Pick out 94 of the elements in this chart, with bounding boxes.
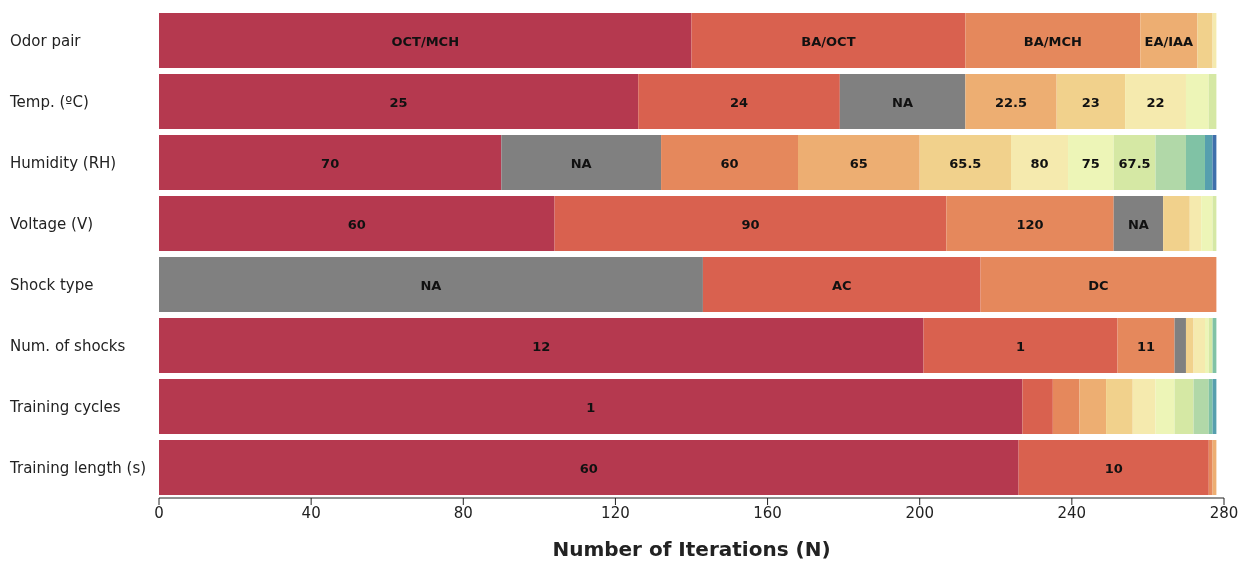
- x-tick-label: 0: [154, 503, 164, 522]
- bar: [1056, 74, 1126, 129]
- annotation: NA: [420, 277, 442, 293]
- x-tick-label: 200: [905, 503, 935, 522]
- bar: [919, 135, 1011, 190]
- y-tick-label: Humidity (RH): [10, 153, 117, 172]
- annotation: NA: [892, 94, 914, 110]
- annotation: 65: [849, 155, 868, 171]
- bar: [159, 13, 692, 68]
- bar: [965, 13, 1141, 68]
- annotation: 70: [321, 155, 340, 171]
- x-tick-label: 160: [753, 503, 782, 522]
- bar: [638, 74, 840, 129]
- annotation: 120: [1016, 216, 1044, 232]
- annotation: 60: [579, 460, 598, 476]
- x-tick-label: 280: [1209, 503, 1239, 522]
- bar: [1208, 74, 1217, 129]
- bar: [159, 74, 639, 129]
- bar: [1174, 379, 1194, 434]
- y-tick-label: Training length (s): [9, 458, 147, 477]
- bar: [1079, 379, 1107, 434]
- bar: [1185, 318, 1194, 373]
- bar: [798, 135, 920, 190]
- annotation: 90: [741, 216, 760, 232]
- bar: [159, 318, 924, 373]
- y-tick-label: Odor pair: [10, 31, 82, 50]
- annotation: 11: [1136, 338, 1156, 354]
- annotation: 67.5: [1118, 155, 1151, 171]
- annotation: 23: [1081, 94, 1100, 110]
- annotation: 25: [389, 94, 408, 110]
- annotation: 10: [1104, 460, 1123, 476]
- bar: [661, 135, 798, 190]
- bar: [1197, 13, 1213, 68]
- annotation: OCT/MCH: [391, 33, 460, 49]
- annotation: 75: [1081, 155, 1100, 171]
- annotation: 1: [586, 399, 596, 415]
- bar: [702, 257, 981, 312]
- bar: [1106, 379, 1133, 434]
- y-tick-label: Training cycles: [9, 397, 121, 416]
- annotation: 1: [1015, 338, 1026, 354]
- bar: [159, 135, 502, 190]
- bar: [501, 135, 662, 190]
- bar: [159, 440, 1019, 495]
- y-tick-label: Num. of shocks: [10, 336, 126, 355]
- bar: [1022, 379, 1053, 434]
- annotation: 60: [347, 216, 366, 232]
- bar: [1193, 318, 1205, 373]
- annotation: 22: [1146, 94, 1165, 110]
- bar: [1193, 379, 1209, 434]
- bar: [1113, 135, 1156, 190]
- bar: [1018, 440, 1209, 495]
- bar: [159, 257, 703, 312]
- annotation: 65.5: [949, 155, 982, 171]
- y-tick-label: Temp. (ºC): [9, 92, 89, 111]
- annotation: 24: [730, 94, 749, 110]
- annotation: BA/MCH: [1023, 33, 1082, 49]
- x-tick-label: 240: [1057, 503, 1087, 522]
- annotation: NA: [1127, 216, 1149, 232]
- bar: [691, 13, 966, 68]
- x-tick-label: 120: [601, 503, 630, 522]
- bar: [1155, 135, 1186, 190]
- y-tick-label: Voltage (V): [10, 214, 93, 233]
- bar: [1204, 135, 1213, 190]
- bar: [965, 74, 1057, 129]
- bar: [1208, 440, 1213, 495]
- bar: [1208, 318, 1213, 373]
- bar: [554, 196, 947, 251]
- bar: [1163, 196, 1190, 251]
- bar: [1113, 196, 1164, 251]
- bar: [1117, 318, 1175, 373]
- y-tick-label: Shock type: [10, 275, 94, 294]
- annotation: 12: [532, 338, 551, 354]
- bar: [1052, 379, 1080, 434]
- annotation: 60: [720, 155, 739, 171]
- annotation: 22.5: [994, 94, 1028, 110]
- bar: [946, 196, 1114, 251]
- bar: [1185, 135, 1205, 190]
- bar: [1140, 13, 1198, 68]
- bar: [980, 257, 1217, 312]
- annotation: AC: [831, 277, 852, 293]
- bar: [159, 379, 1023, 434]
- annotation: BA/OCT: [801, 33, 856, 49]
- bar: [839, 74, 966, 129]
- x-tick-label: 80: [453, 503, 473, 522]
- x-tick-label: 40: [301, 503, 321, 522]
- annotation: EA/IAA: [1144, 33, 1194, 49]
- bar: [1208, 379, 1213, 434]
- bar: [1174, 318, 1186, 373]
- bar: [923, 318, 1118, 373]
- annotation: DC: [1088, 277, 1109, 293]
- annotation: 80: [1030, 155, 1049, 171]
- x-axis-title: Number of Iterations (N): [552, 537, 831, 561]
- annotation: NA: [570, 155, 592, 171]
- bar: [159, 196, 555, 251]
